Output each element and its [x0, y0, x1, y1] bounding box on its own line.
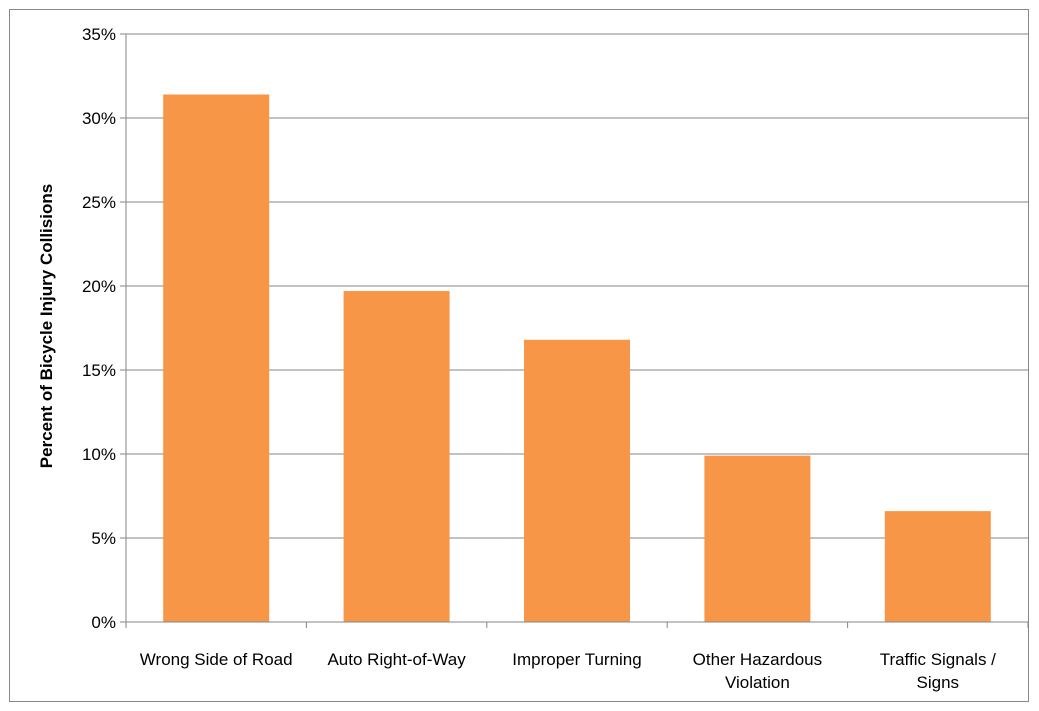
y-tick-label: 0% — [91, 613, 116, 632]
x-category-label: Traffic Signals / Signs — [880, 650, 996, 692]
bar — [884, 511, 991, 622]
bars — [163, 94, 991, 623]
x-category-label: Improper Turning — [512, 650, 641, 669]
y-tick-label: 15% — [82, 361, 116, 380]
gridlines — [126, 33, 1028, 539]
y-tick-label: 10% — [82, 445, 116, 464]
bar — [343, 291, 450, 622]
axis-labels: 0% 5% 10% 15% 20% 25% 30% 35% Wrong Side of Road… — [82, 25, 996, 692]
x-category-label: Other Hazardous Violation — [693, 650, 822, 692]
bar — [163, 94, 270, 623]
y-tick-label: 25% — [82, 193, 116, 212]
bar — [704, 455, 811, 622]
axes — [120, 33, 1029, 628]
x-category-label: Auto Right-of-Way — [327, 650, 466, 669]
y-tick-label: 30% — [82, 109, 116, 128]
y-tick-label: 35% — [82, 25, 116, 44]
bar — [524, 339, 630, 622]
y-tick-label: 5% — [91, 529, 116, 548]
y-axis-title: Percent of Bicycle Injury Collisions — [37, 184, 56, 468]
y-tick-label: 20% — [82, 277, 116, 296]
x-category-label: Wrong Side of Road — [140, 650, 293, 669]
